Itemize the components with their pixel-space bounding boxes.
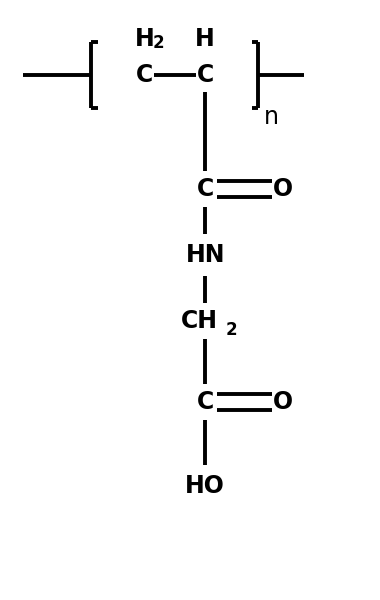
Text: 2: 2 — [225, 321, 237, 339]
Text: C: C — [136, 63, 153, 87]
Text: HN: HN — [185, 243, 225, 267]
Text: C: C — [196, 177, 214, 201]
Text: H: H — [135, 27, 154, 51]
Text: 2: 2 — [153, 34, 165, 52]
Text: CH: CH — [181, 309, 218, 333]
Text: C: C — [196, 63, 214, 87]
Text: O: O — [273, 390, 293, 414]
Text: H: H — [195, 27, 215, 51]
Text: n: n — [264, 105, 279, 129]
Text: HO: HO — [185, 474, 225, 498]
Text: C: C — [196, 390, 214, 414]
Text: O: O — [273, 177, 293, 201]
